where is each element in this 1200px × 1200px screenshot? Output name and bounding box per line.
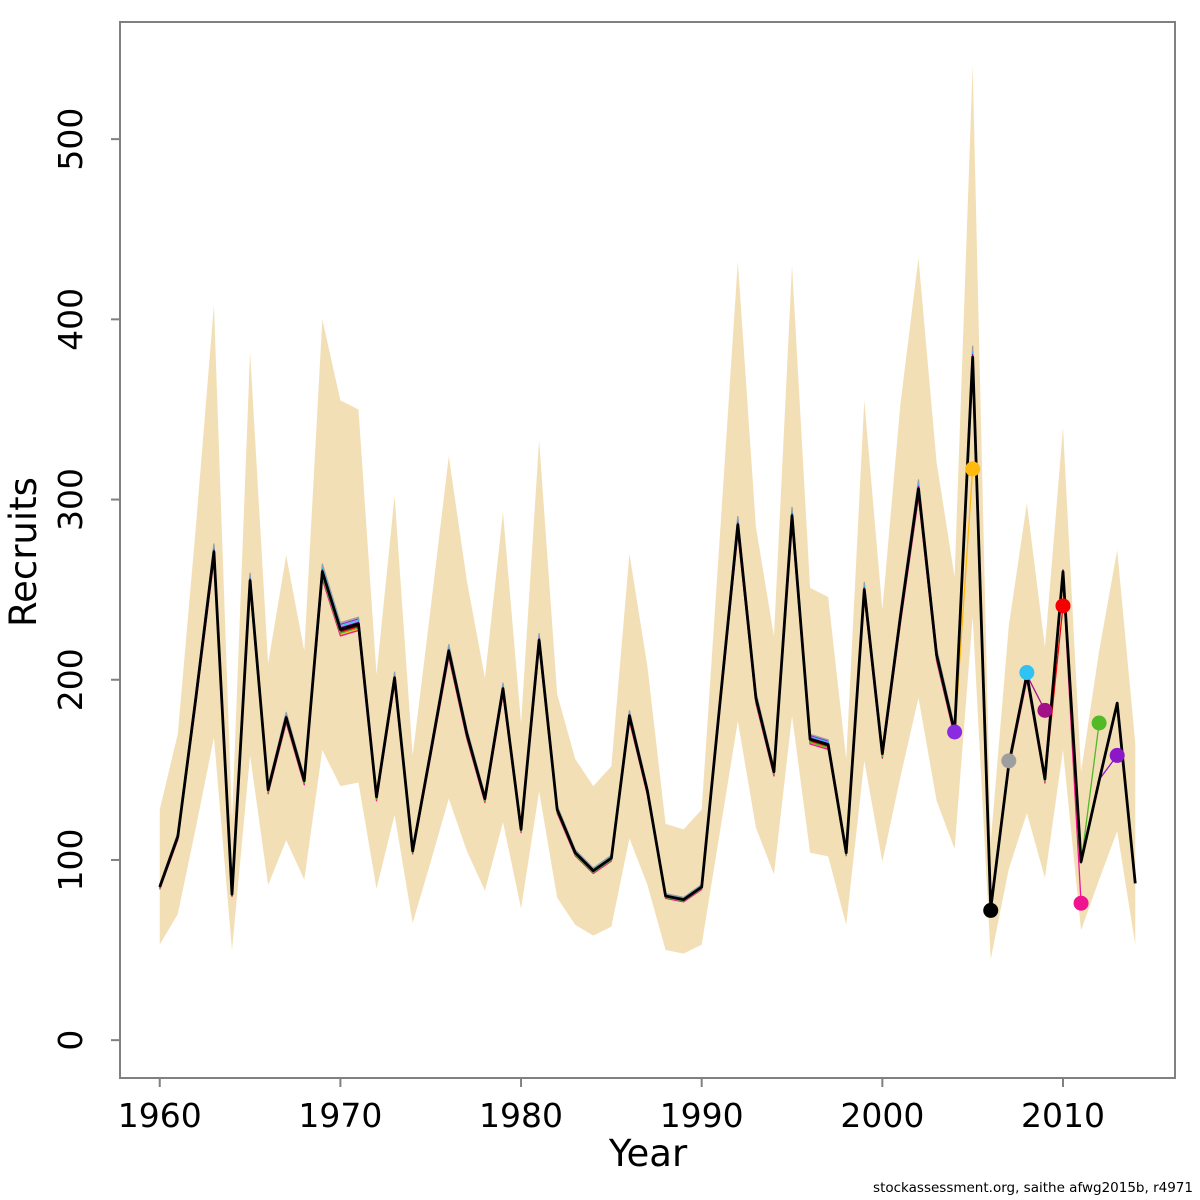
x-tick-label-2010: 2010 (1021, 1096, 1105, 1135)
confidence-band (159, 65, 1136, 960)
y-tick-label-100: 100 (51, 828, 90, 891)
retro-2006-endpoint (983, 902, 999, 918)
chart-layers: 1960 1970 1980 1990 2000 2010 0 100 200 300 400 500 (51, 21, 1176, 1135)
x-tick-label-1960: 1960 (118, 1096, 202, 1135)
plot-border (119, 21, 1176, 1079)
x-tick-label-1980: 1980 (479, 1096, 563, 1135)
retro-2012-endpoint (1091, 715, 1107, 731)
y-tick-label-300: 300 (51, 468, 90, 531)
y-tick-label-0: 0 (51, 1030, 90, 1051)
x-tick-label-1990: 1990 (660, 1096, 744, 1135)
y-axis-label: Recruits (2, 477, 45, 627)
x-axis-label: Year (608, 1132, 688, 1175)
retro-2004-endpoint (947, 724, 963, 740)
retro-2005-endpoint (965, 461, 981, 477)
retro-2009-endpoint (1037, 702, 1053, 718)
retro-2007-endpoint (1001, 753, 1017, 769)
retro-2013-endpoint (1109, 747, 1125, 763)
retro-2010-endpoint (1055, 598, 1071, 614)
retro-2008-endpoint (1019, 665, 1035, 681)
final-assessment-line (158, 355, 1137, 911)
source-caption: stockassessment.org, saithe afwg2015b, r… (873, 1180, 1193, 1196)
y-tick-label-500: 500 (51, 108, 90, 171)
y-tick-label-400: 400 (51, 288, 90, 351)
x-tick-label-1970: 1970 (298, 1096, 382, 1135)
retro-2011-endpoint (1073, 895, 1089, 911)
x-tick-label-2000: 2000 (840, 1096, 924, 1135)
y-tick-label-200: 200 (51, 648, 90, 711)
